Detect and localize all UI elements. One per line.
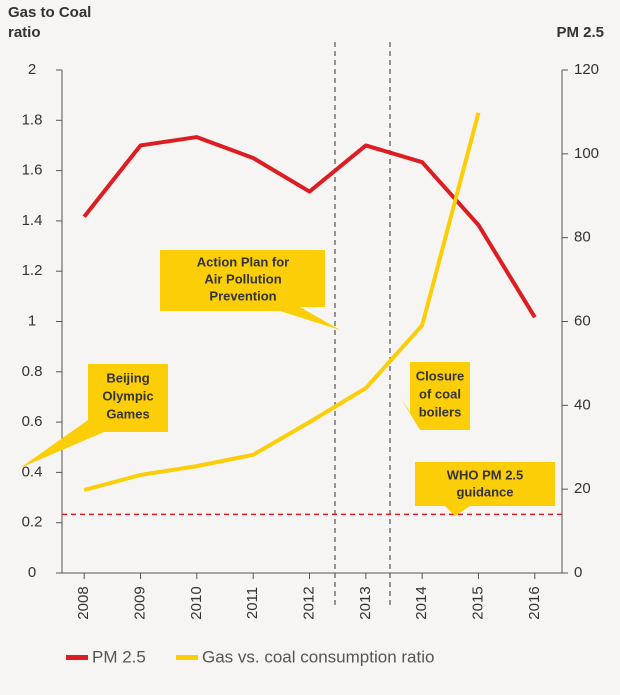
callout-text: boilers: [419, 404, 462, 419]
y2-tick-label: 40: [574, 396, 591, 413]
y2-tick-label: 100: [574, 145, 599, 162]
callout-text: Games: [106, 406, 149, 421]
callout-text: Closure: [416, 368, 464, 383]
callout-text: Action Plan for: [197, 254, 289, 269]
y2-title: PM 2.5: [556, 24, 604, 41]
y2-tick-label: 120: [574, 61, 599, 78]
y-title: ratio: [8, 24, 41, 41]
y-tick-label: 0.2: [22, 514, 43, 531]
x-tick-label: 2016: [526, 586, 543, 619]
y-tick-label: 1.2: [22, 262, 43, 279]
x-tick-label: 2013: [357, 586, 374, 619]
callout-box: [160, 250, 340, 330]
x-tick-label: 2008: [75, 586, 92, 619]
callout-text: Air Pollution: [204, 271, 281, 286]
legend-swatch: [176, 655, 198, 660]
x-tick-label: 2011: [244, 587, 261, 619]
y-tick-label: 2: [28, 61, 36, 78]
callout-box: [20, 364, 168, 468]
y-tick-label: 1.8: [22, 111, 43, 128]
y-tick-label: 0: [28, 564, 36, 581]
callout-box: [415, 462, 555, 516]
x-tick-label: 2014: [413, 586, 430, 619]
y-tick-label: 1.4: [22, 212, 43, 229]
y-tick-label: 1: [28, 312, 36, 329]
y-tick-label: 0.4: [22, 463, 43, 480]
callout-text: Prevention: [209, 288, 276, 303]
callout-text: Beijing: [106, 370, 149, 385]
y2-tick-label: 0: [574, 564, 582, 581]
y2-tick-label: 80: [574, 229, 591, 246]
legend-label: Gas vs. coal consumption ratio: [202, 647, 434, 666]
callout-text: Olympic: [102, 388, 153, 403]
callout-text: of coal: [419, 386, 461, 401]
callouts: Action Plan for Air Pollution Prevention…: [20, 250, 555, 516]
x-tick-label: 2010: [188, 586, 205, 619]
series-line: [83, 112, 481, 492]
callout-text: WHO PM 2.5: [447, 467, 524, 482]
y2-tick-label: 60: [574, 312, 591, 329]
y-title: Gas to Coal: [8, 4, 91, 21]
callout-text: guidance: [456, 484, 513, 499]
legend: PM 2.5 Gas vs. coal consumption ratio: [66, 647, 434, 666]
x-tick-label: 2009: [131, 586, 148, 619]
legend-label: PM 2.5: [92, 647, 146, 666]
x-tick-label: 2012: [300, 586, 317, 619]
x-tick-label: 2015: [469, 586, 486, 619]
plot: 00.20.40.60.811.21.41.61.820204060801001…: [22, 61, 599, 620]
legend-swatch: [66, 655, 88, 660]
series-line: [82, 135, 537, 319]
y-tick-label: 1.6: [22, 162, 43, 179]
y-tick-label: 0.6: [22, 413, 43, 430]
y-tick-label: 0.8: [22, 363, 43, 380]
y2-tick-label: 20: [574, 480, 591, 497]
callout-box: [400, 362, 470, 430]
